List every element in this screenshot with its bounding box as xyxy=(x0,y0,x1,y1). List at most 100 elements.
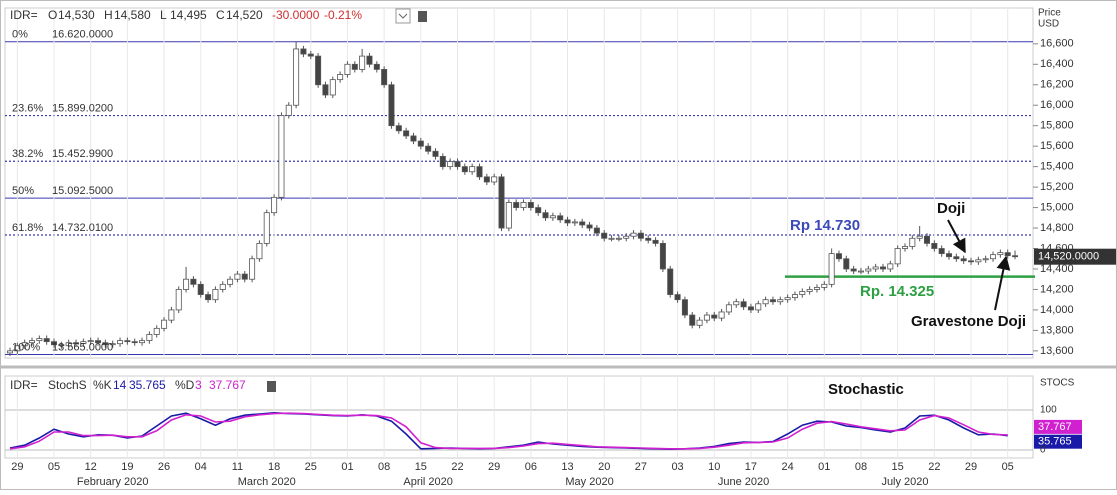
candle-body xyxy=(498,176,505,229)
x-tick-label: 04 xyxy=(195,461,207,473)
x-tick-label: 15 xyxy=(892,461,904,473)
candle-body xyxy=(689,314,696,326)
candle-body xyxy=(161,319,168,329)
candle-body xyxy=(997,252,1004,256)
candle-body xyxy=(278,115,285,198)
candle-body xyxy=(821,283,828,288)
fib-label: 15.899.0200 xyxy=(52,102,113,114)
y-tick-label: 16,400 xyxy=(1040,58,1074,70)
ohlc-key: O xyxy=(48,8,57,22)
change-pct: -0.21% xyxy=(324,8,362,22)
candle-body xyxy=(703,314,710,321)
last-price-tag xyxy=(1034,248,1116,265)
candle-body xyxy=(51,341,58,346)
candle-body xyxy=(87,340,94,343)
candle-body xyxy=(615,237,622,240)
candle-body xyxy=(931,242,938,249)
candle-body xyxy=(843,258,850,270)
x-tick-label: 10 xyxy=(708,461,720,473)
candle-body xyxy=(799,291,806,295)
candle-body xyxy=(894,248,901,265)
x-tick-label: 22 xyxy=(451,461,463,473)
candle-body xyxy=(43,338,50,343)
candle-body xyxy=(791,294,798,299)
ohlc-value: 14,520 xyxy=(226,8,263,22)
fib-name: 61.8% xyxy=(12,222,43,234)
y-tick-label: 14,000 xyxy=(1040,304,1074,316)
candle-body xyxy=(513,202,520,208)
candle-body xyxy=(454,161,461,168)
candle-body xyxy=(300,48,307,55)
candle-body xyxy=(117,340,124,345)
x-tick-label: 01 xyxy=(341,461,353,473)
candle-body xyxy=(711,314,718,319)
candle-body xyxy=(1004,252,1011,257)
candle-body xyxy=(168,309,175,321)
fib-label: 15.092.5000 xyxy=(52,185,113,197)
candle-body xyxy=(527,202,534,208)
candle-body xyxy=(520,202,527,208)
y-tick-label: 16,000 xyxy=(1040,99,1074,111)
candle-body xyxy=(403,130,410,137)
dropdown-button[interactable] xyxy=(395,8,411,24)
candle-body xyxy=(322,84,329,96)
fib-name: 38.2% xyxy=(12,148,43,160)
candle-body xyxy=(549,215,556,219)
annotation: Rp. 14.325 xyxy=(860,283,934,300)
candle-body xyxy=(608,237,615,240)
candle-body xyxy=(696,319,703,326)
x-tick-label: 01 xyxy=(818,461,830,473)
candle-body xyxy=(432,150,439,157)
candle-body xyxy=(146,334,153,342)
x-tick-label: 13 xyxy=(561,461,573,473)
candle-body xyxy=(227,278,234,285)
ohlc-key: L xyxy=(160,8,167,22)
candle-body xyxy=(366,55,373,65)
annotation: Doji xyxy=(937,200,965,217)
candle-body xyxy=(241,273,248,280)
candle-body xyxy=(329,79,336,96)
trash-icon[interactable] xyxy=(418,11,427,22)
candle-body xyxy=(205,294,212,301)
fib-name: 23.6% xyxy=(12,102,43,114)
x-tick-label: 06 xyxy=(525,461,537,473)
candle-body xyxy=(263,212,270,244)
value-tag-label: 37.767 xyxy=(1038,421,1072,433)
symbol: IDR= xyxy=(10,8,38,22)
x-tick-label: 05 xyxy=(1002,461,1014,473)
candle-body xyxy=(747,306,754,311)
chart-title: Stochastic xyxy=(828,381,904,398)
x-tick-label: 08 xyxy=(378,461,390,473)
fib-name: 50% xyxy=(12,185,34,197)
x-tick-label: 22 xyxy=(928,461,940,473)
x-tick-label: 05 xyxy=(48,461,60,473)
candle-body xyxy=(982,258,989,261)
ohlc-key: H xyxy=(104,8,113,22)
candle-body xyxy=(968,260,975,263)
x-tick-label: 26 xyxy=(158,461,170,473)
candle-body xyxy=(564,219,571,224)
candle-body xyxy=(351,63,358,70)
change: -30.0000 xyxy=(272,8,320,22)
trash-icon[interactable] xyxy=(267,381,276,392)
ohlc-value: 14,580 xyxy=(114,8,151,22)
ohlc-key: C xyxy=(216,8,225,22)
candle-body xyxy=(373,63,380,70)
symbol: IDR= xyxy=(10,378,38,392)
candle-body xyxy=(65,342,72,347)
candle-body xyxy=(256,242,263,260)
candle-body xyxy=(249,258,256,280)
candle-body xyxy=(381,69,388,86)
y-tick-label: 15,000 xyxy=(1040,201,1074,213)
candle-body xyxy=(337,74,344,81)
candle-body xyxy=(109,343,116,346)
candle-body xyxy=(579,221,586,226)
candle-body xyxy=(491,176,498,183)
y-tick-label: 13,800 xyxy=(1040,324,1074,336)
candle-body xyxy=(601,232,608,239)
candle-body xyxy=(835,253,842,260)
x-tick-label: 11 xyxy=(232,461,243,473)
candle-body xyxy=(1012,255,1019,258)
candle-body xyxy=(652,239,659,244)
candle-body xyxy=(659,242,666,270)
